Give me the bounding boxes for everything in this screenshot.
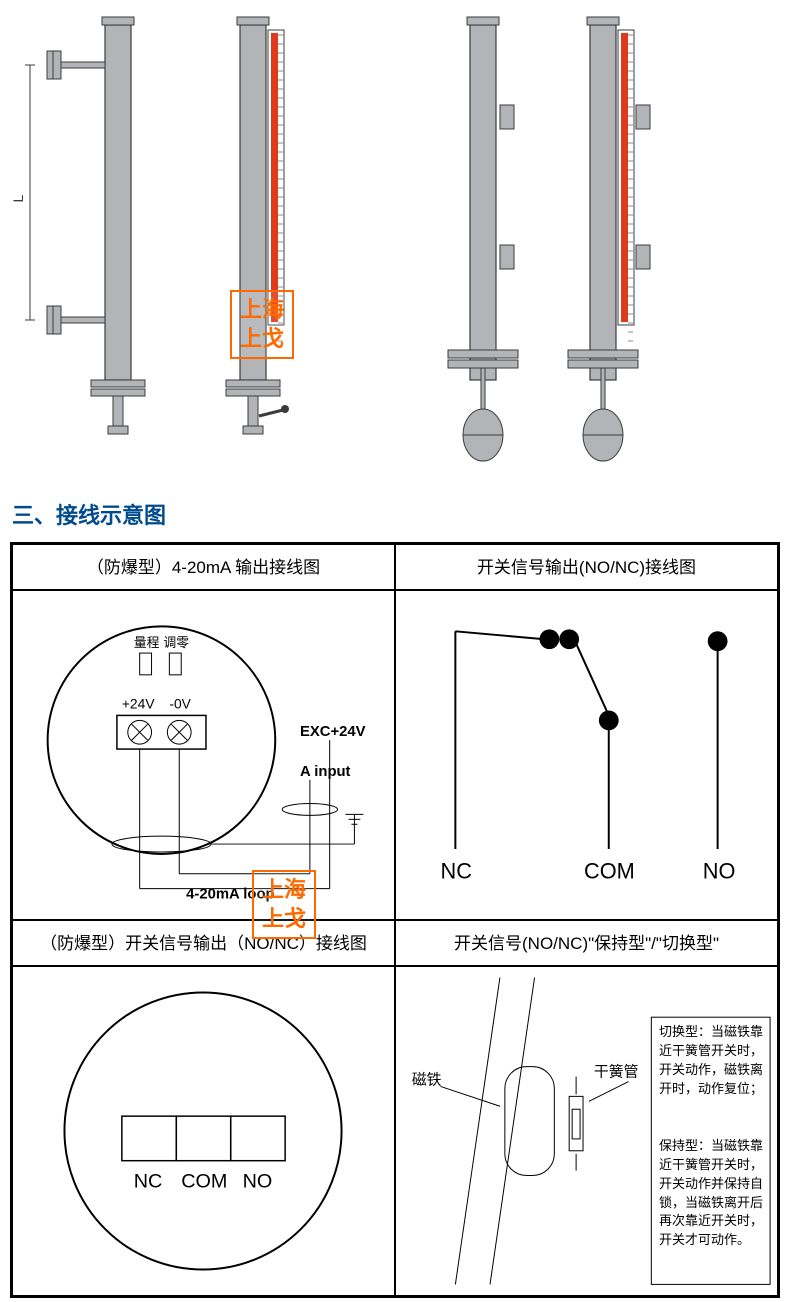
svg-text:A input: A input <box>300 764 351 780</box>
cell-round-terminal: NC COM NO <box>12 966 395 1296</box>
desc-hold-type: 保持型：当磁铁靠近干簧管开关时，开关动作并保持自锁，当磁铁离开后再次靠近开关时，… <box>659 1137 769 1250</box>
svg-text:NO: NO <box>243 1170 273 1192</box>
header-br: 开关信号(NO/NC)"保持型"/"切换型" <box>395 920 778 966</box>
svg-text:NC: NC <box>134 1170 163 1192</box>
top-device-drawings: L 上海 上戈 <box>0 0 790 490</box>
svg-text:磁铁: 磁铁 <box>412 1071 442 1088</box>
svg-text:COM: COM <box>181 1170 227 1192</box>
svg-text:COM: COM <box>584 859 635 884</box>
header-bl: （防爆型）开关信号输出（NO/NC）接线图 <box>12 920 395 966</box>
wiring-grid: （防爆型）4-20mA 输出接线图 开关信号输出(NO/NC)接线图 量程 调零… <box>10 542 780 1298</box>
svg-text:EXC+24V: EXC+24V <box>300 724 366 740</box>
cell-switch-nonc: NC COM NO <box>395 590 778 920</box>
devices-svg: L <box>0 0 790 490</box>
svg-text:干簧管: 干簧管 <box>594 1064 639 1081</box>
cell-hold-switch: 磁铁 干簧管 切换型：当磁铁靠近干簧管开关时，开关动作，磁铁离开时，动作复位； … <box>395 966 778 1296</box>
desc-switch-type: 切换型：当磁铁靠近干簧管开关时，开关动作，磁铁离开时，动作复位； <box>659 1023 769 1098</box>
svg-text:NO: NO <box>703 859 736 884</box>
header-tl: （防爆型）4-20mA 输出接线图 <box>12 544 395 590</box>
cell-4-20ma: 量程 调零 +24V -0V <box>12 590 395 920</box>
svg-text:L: L <box>10 195 26 203</box>
svg-text:调零: 调零 <box>163 635 189 650</box>
svg-text:NC: NC <box>441 859 472 884</box>
section-title: 三、接线示意图 <box>0 490 790 538</box>
watermark-top: 上海 上戈 <box>230 290 294 359</box>
header-tr: 开关信号输出(NO/NC)接线图 <box>395 544 778 590</box>
watermark-grid: 上海 上戈 <box>252 870 316 939</box>
svg-text:+24V: +24V <box>122 695 155 711</box>
svg-text:量程: 量程 <box>134 635 160 650</box>
svg-text:-0V: -0V <box>169 695 191 711</box>
